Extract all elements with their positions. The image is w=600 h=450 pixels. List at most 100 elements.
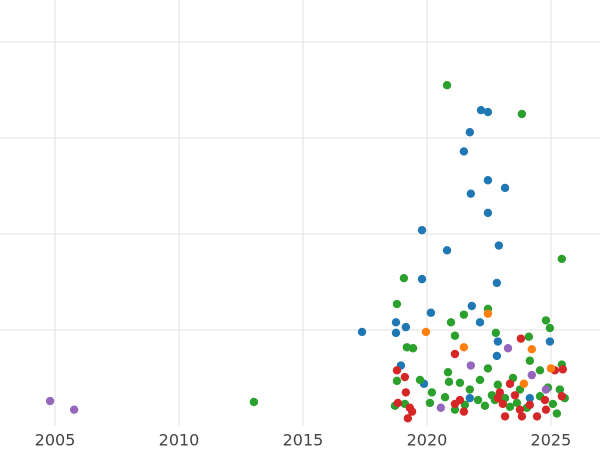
point bbox=[503, 344, 513, 353]
point bbox=[541, 405, 551, 414]
point bbox=[493, 337, 503, 346]
point bbox=[475, 318, 485, 327]
point bbox=[505, 402, 515, 411]
point bbox=[535, 366, 545, 375]
point bbox=[450, 399, 460, 409]
point bbox=[403, 414, 413, 423]
point bbox=[450, 405, 460, 414]
point bbox=[475, 375, 485, 385]
point bbox=[466, 361, 476, 370]
point bbox=[493, 380, 503, 389]
point bbox=[492, 278, 502, 288]
point bbox=[505, 379, 515, 388]
point bbox=[466, 189, 476, 198]
point bbox=[427, 388, 437, 397]
point bbox=[557, 392, 567, 401]
point bbox=[392, 376, 402, 386]
point bbox=[357, 327, 367, 337]
point bbox=[442, 246, 452, 255]
point bbox=[465, 385, 475, 394]
point bbox=[517, 412, 527, 421]
point bbox=[459, 310, 469, 319]
point bbox=[391, 318, 401, 327]
point bbox=[408, 344, 418, 353]
point bbox=[465, 128, 475, 137]
point bbox=[527, 370, 537, 380]
point bbox=[392, 366, 402, 375]
point bbox=[483, 309, 493, 318]
point bbox=[498, 399, 508, 409]
point bbox=[415, 375, 425, 385]
point bbox=[515, 405, 525, 414]
point bbox=[417, 274, 427, 284]
point bbox=[552, 409, 562, 418]
point bbox=[465, 393, 475, 403]
point bbox=[532, 412, 542, 421]
point bbox=[557, 254, 567, 264]
point bbox=[391, 328, 401, 338]
point bbox=[455, 378, 465, 387]
point bbox=[480, 401, 490, 411]
point bbox=[417, 225, 427, 235]
point bbox=[476, 105, 486, 115]
point bbox=[426, 308, 436, 317]
point bbox=[516, 334, 526, 343]
point bbox=[541, 316, 551, 325]
point bbox=[541, 385, 551, 394]
point bbox=[545, 323, 555, 333]
point bbox=[444, 377, 454, 387]
point bbox=[421, 327, 431, 337]
point bbox=[442, 81, 452, 90]
point bbox=[473, 395, 483, 405]
point bbox=[555, 385, 565, 394]
point bbox=[459, 147, 469, 156]
point bbox=[45, 396, 55, 406]
x-tick-label: 2020 bbox=[407, 431, 448, 450]
point bbox=[548, 399, 558, 409]
x-tick-label: 2015 bbox=[283, 431, 324, 450]
point bbox=[491, 328, 501, 338]
x-tick-label: 2025 bbox=[531, 431, 572, 450]
point bbox=[249, 397, 259, 407]
point bbox=[524, 332, 534, 341]
point bbox=[525, 356, 535, 365]
point bbox=[440, 393, 450, 402]
point bbox=[446, 318, 456, 327]
x-tick-label: 2005 bbox=[35, 431, 76, 450]
point bbox=[525, 393, 535, 403]
point bbox=[495, 388, 505, 397]
x-tick-label: 2010 bbox=[159, 431, 200, 450]
point bbox=[510, 391, 520, 400]
point bbox=[407, 407, 417, 416]
point bbox=[527, 345, 537, 354]
point bbox=[525, 400, 535, 410]
point bbox=[540, 395, 550, 405]
point bbox=[545, 337, 555, 346]
point bbox=[500, 412, 510, 421]
point bbox=[517, 109, 527, 119]
point bbox=[401, 322, 411, 332]
point bbox=[494, 241, 504, 250]
point bbox=[399, 273, 409, 283]
point bbox=[500, 183, 510, 193]
point bbox=[483, 176, 493, 185]
point bbox=[400, 372, 410, 382]
point bbox=[467, 301, 477, 311]
point bbox=[450, 349, 460, 359]
point bbox=[392, 299, 402, 309]
point bbox=[393, 398, 403, 408]
point bbox=[459, 407, 469, 416]
point bbox=[519, 379, 529, 388]
point bbox=[401, 388, 411, 397]
point bbox=[459, 343, 469, 352]
point bbox=[483, 107, 493, 117]
point bbox=[69, 405, 79, 414]
point bbox=[425, 398, 435, 408]
point bbox=[546, 364, 556, 373]
point bbox=[402, 343, 412, 352]
point bbox=[483, 364, 493, 373]
point bbox=[436, 403, 446, 412]
point bbox=[450, 331, 460, 340]
